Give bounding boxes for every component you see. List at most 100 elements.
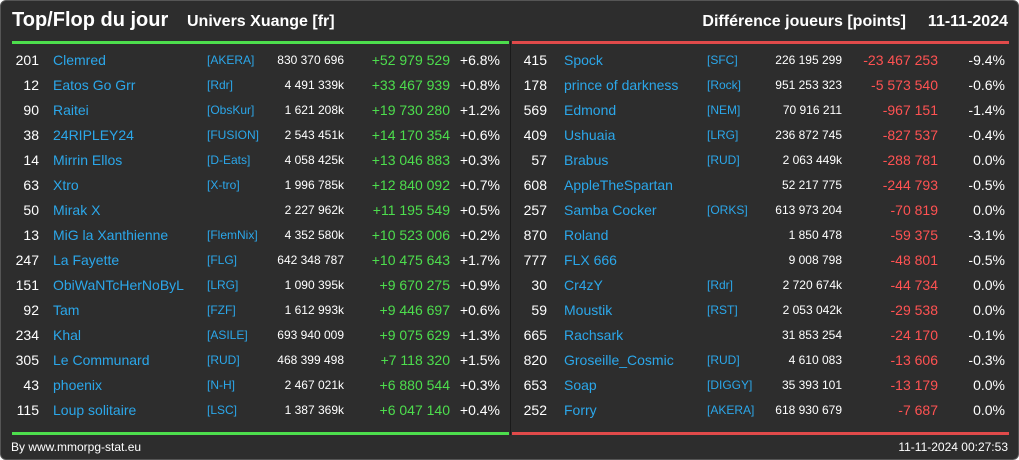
percent-change: +0.7%: [459, 177, 500, 193]
points-delta: +13 046 883: [371, 152, 450, 168]
alliance-tag-link[interactable]: [RUD]: [707, 353, 740, 367]
player-name-link[interactable]: FLX 666: [564, 252, 617, 268]
player-rank: 653: [523, 377, 547, 393]
player-rank: 30: [531, 277, 547, 293]
alliance-tag-link[interactable]: [FLG]: [207, 253, 238, 267]
player-name-link[interactable]: Rachsark: [564, 327, 624, 343]
alliance-tag-link[interactable]: [Rdr]: [707, 278, 734, 292]
player-name-link[interactable]: Le Communard: [53, 352, 150, 368]
alliance-tag-link[interactable]: [NEM]: [707, 103, 741, 117]
table-row: 59 Moustik [RST] 2 053 042k -29 538 0.0%: [514, 298, 1014, 323]
percent-change: 0.0%: [973, 277, 1005, 293]
top-accent-bar: [12, 41, 509, 44]
player-points: 31 853 254: [781, 328, 842, 342]
alliance-tag-link[interactable]: [LRG]: [207, 278, 239, 292]
player-rank: 608: [523, 177, 547, 193]
player-name-link[interactable]: phoenix: [53, 377, 103, 393]
alliance-tag-link[interactable]: [FZF]: [207, 303, 236, 317]
alliance-tag-link[interactable]: [SFC]: [707, 53, 738, 67]
alliance-tag-link[interactable]: [Rock]: [707, 78, 742, 92]
alliance-tag-link[interactable]: [FUSION]: [207, 128, 260, 142]
alliance-tag-link[interactable]: [RUD]: [207, 353, 240, 367]
player-name-link[interactable]: La Fayette: [53, 252, 120, 268]
player-name-link[interactable]: Samba Cocker: [564, 202, 657, 218]
points-delta: +6 047 140: [379, 402, 450, 418]
points-delta: -967 151: [882, 102, 938, 118]
player-name-link[interactable]: Tam: [53, 302, 80, 318]
percent-change: -1.4%: [968, 102, 1005, 118]
column-divider: [510, 41, 511, 435]
player-name-link[interactable]: Eatos Go Grr: [53, 77, 136, 93]
alliance-tag-link[interactable]: [RUD]: [707, 153, 740, 167]
player-name-link[interactable]: Moustik: [564, 302, 613, 318]
player-rank: 178: [523, 77, 547, 93]
player-name-link[interactable]: AppleTheSpartan: [564, 177, 673, 193]
points-delta: -244 793: [882, 177, 938, 193]
alliance-tag-link[interactable]: [ORKS]: [707, 203, 748, 217]
table-row: 569 Edmond [NEM] 70 916 211 -967 151 -1.4%: [514, 98, 1014, 123]
table-row: 115 Loup solitaire [LSC] 1 387 369k +6 047 1…: [1, 398, 501, 423]
alliance-tag-link[interactable]: [FlemNix]: [207, 228, 258, 242]
player-points: 618 930 679: [775, 403, 842, 417]
percent-change: +0.6%: [459, 302, 500, 318]
points-delta: +9 075 629: [379, 327, 450, 343]
alliance-tag-link[interactable]: [AKERA]: [207, 53, 255, 67]
alliance-tag-link[interactable]: [ObsKur]: [207, 103, 255, 117]
alliance-tag-link[interactable]: [X-tro]: [207, 178, 240, 192]
percent-change: -0.3%: [968, 352, 1005, 368]
player-rank: 57: [531, 152, 547, 168]
alliance-tag-link[interactable]: [LRG]: [707, 128, 739, 142]
alliance-tag-link[interactable]: [N-H]: [207, 378, 235, 392]
player-name-link[interactable]: MiG la Xanthienne: [53, 227, 169, 243]
player-name-link[interactable]: Roland: [564, 227, 609, 243]
player-name-link[interactable]: Khal: [53, 327, 82, 343]
table-row: 201 Clemred [AKERA] 830 370 696 +52 979 529 +…: [1, 48, 501, 73]
player-name-link[interactable]: Loup solitaire: [53, 402, 137, 418]
points-delta: -48 801: [890, 252, 938, 268]
player-name-link[interactable]: Mirak X: [53, 202, 101, 218]
player-rank: 92: [23, 302, 39, 318]
player-rank: 38: [23, 127, 39, 143]
player-points: 1 621 208k: [284, 103, 344, 117]
player-name-link[interactable]: Ushuaia: [564, 127, 616, 143]
flop-footer-bar: [512, 432, 1009, 435]
alliance-tag-link[interactable]: [AKERA]: [707, 403, 755, 417]
alliance-tag-link[interactable]: [DIGGY]: [707, 378, 753, 392]
player-rank: 50: [23, 202, 39, 218]
player-name-link[interactable]: Edmond: [564, 102, 617, 118]
player-name-link[interactable]: Cr4zY: [564, 277, 603, 293]
alliance-tag-link[interactable]: [Rdr]: [207, 78, 234, 92]
player-name-link[interactable]: Clemred: [53, 52, 106, 68]
player-points: 4 491 339k: [284, 78, 344, 92]
alliance-tag-link[interactable]: [ASILE]: [207, 328, 248, 342]
player-name-link[interactable]: Soap: [564, 377, 597, 393]
percent-change: -3.1%: [968, 227, 1005, 243]
table-row: 247 La Fayette [FLG] 642 348 787 +10 475 643…: [1, 248, 501, 273]
player-name-link[interactable]: prince of darkness: [564, 77, 679, 93]
metric-label: Différence joueurs [points]: [702, 13, 906, 30]
alliance-tag-link[interactable]: [RST]: [707, 303, 738, 317]
player-name-link[interactable]: Raitei: [53, 102, 89, 118]
player-name-link[interactable]: 24RIPLEY24: [53, 127, 134, 143]
player-name-link[interactable]: Xtro: [53, 177, 79, 193]
points-delta: +33 467 939: [371, 77, 450, 93]
percent-change: +6.8%: [459, 52, 500, 68]
player-name-link[interactable]: Forry: [564, 402, 597, 418]
points-delta: -24 170: [890, 327, 938, 343]
points-delta: +14 170 354: [371, 127, 450, 143]
player-rank: 252: [523, 402, 547, 418]
alliance-tag-link[interactable]: [D-Eats]: [207, 153, 251, 167]
percent-change: -0.4%: [968, 127, 1005, 143]
table-row: 252 Forry [AKERA] 618 930 679 -7 687 0.0%: [514, 398, 1014, 423]
player-name-link[interactable]: Mirrin Ellos: [53, 152, 123, 168]
points-delta: +10 475 643: [371, 252, 450, 268]
percent-change: +1.3%: [459, 327, 500, 343]
alliance-tag-link[interactable]: [LSC]: [207, 403, 238, 417]
player-name-link[interactable]: Groseille_Cosmic: [564, 352, 674, 368]
player-name-link[interactable]: Spock: [564, 52, 603, 68]
percent-change: -0.1%: [968, 327, 1005, 343]
player-name-link[interactable]: ObiWaNTcHerNoByL: [53, 277, 184, 293]
percent-change: -9.4%: [968, 52, 1005, 68]
percent-change: +0.8%: [459, 77, 500, 93]
player-name-link[interactable]: Brabus: [564, 152, 609, 168]
